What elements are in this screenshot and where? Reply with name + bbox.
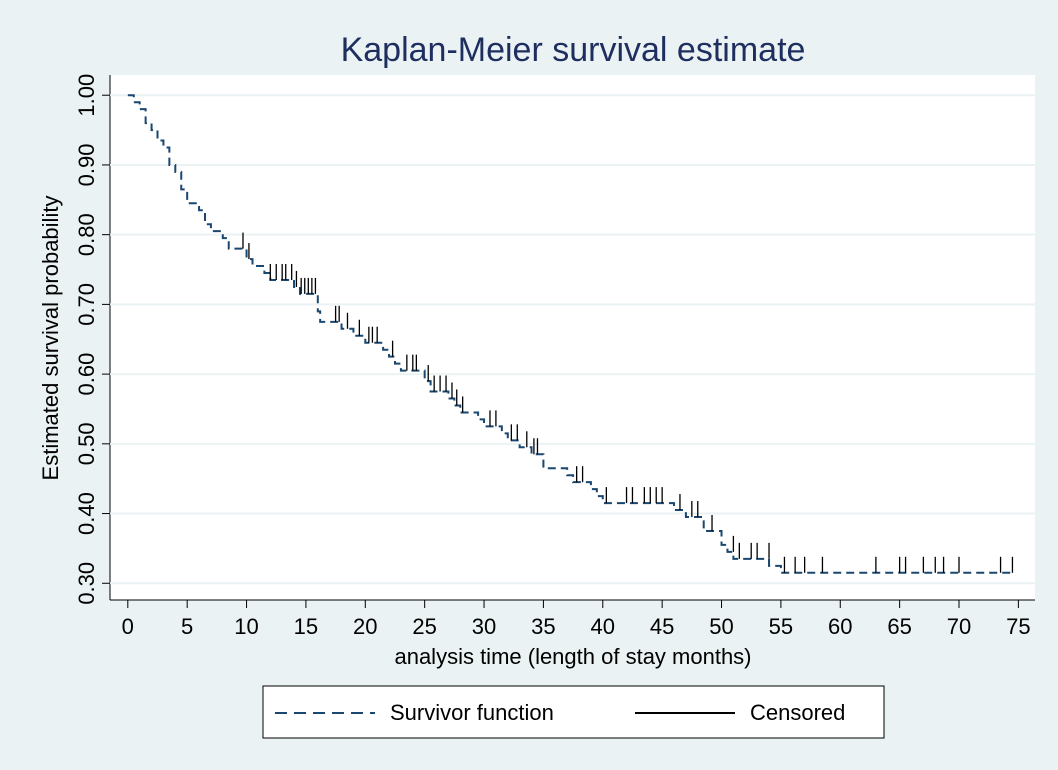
x-tick-label: 40 (591, 614, 615, 639)
x-tick-label: 20 (353, 614, 377, 639)
x-tick-label: 60 (828, 614, 852, 639)
x-tick-label: 35 (531, 614, 555, 639)
x-tick-label: 25 (412, 614, 436, 639)
x-tick-label: 10 (234, 614, 258, 639)
y-tick-label: 0.70 (74, 283, 99, 326)
legend-label: Survivor function (390, 700, 554, 725)
x-axis-label: analysis time (length of stay months) (394, 644, 751, 669)
y-tick-label: 0.80 (74, 213, 99, 256)
y-tick-label: 0.30 (74, 562, 99, 605)
x-tick-label: 50 (709, 614, 733, 639)
x-tick-label: 55 (769, 614, 793, 639)
y-tick-label: 1.00 (74, 74, 99, 117)
x-tick-label: 65 (887, 614, 911, 639)
survivor-line (127, 94, 1015, 574)
y-tick-label: 0.40 (74, 492, 99, 535)
x-tick-label: 45 (650, 614, 674, 639)
y-tick-label: 0.50 (74, 422, 99, 465)
legend-label: Censored (750, 700, 845, 725)
y-axis-label: Estimated survival probability (38, 196, 63, 481)
x-tick-label: 15 (294, 614, 318, 639)
x-tick-label: 5 (181, 614, 193, 639)
chart-title: Kaplan-Meier survival estimate (341, 31, 806, 69)
y-tick-label: 0.60 (74, 353, 99, 396)
legend (262, 685, 885, 739)
x-tick-label: 75 (1006, 614, 1030, 639)
x-tick-label: 0 (122, 614, 134, 639)
x-tick-label: 70 (947, 614, 971, 639)
plot-area (110, 75, 1035, 600)
y-tick-label: 0.90 (74, 144, 99, 187)
x-tick-label: 30 (472, 614, 496, 639)
